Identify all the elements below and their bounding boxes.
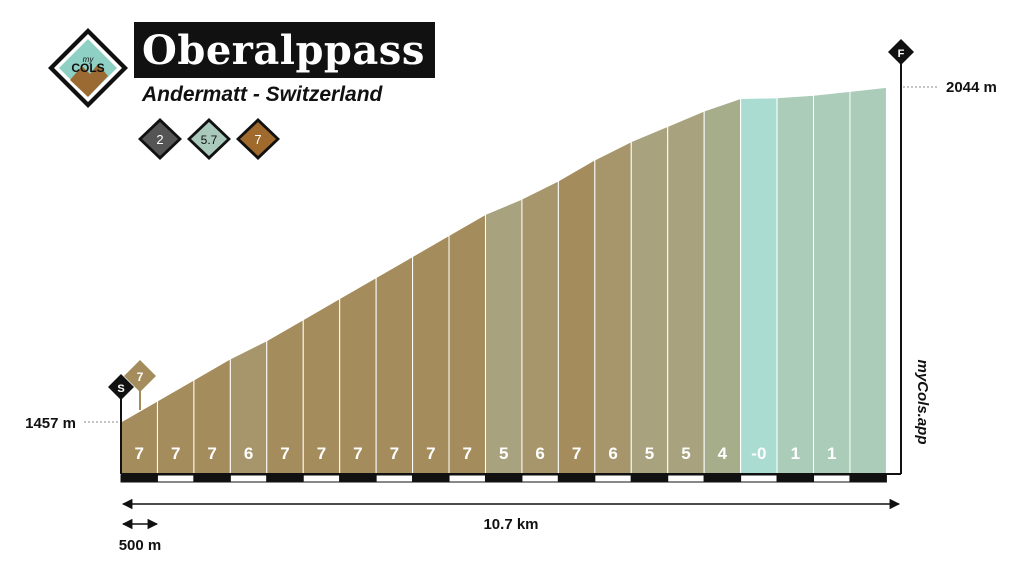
finish-marker (888, 39, 914, 65)
profile-segment-16 (667, 110, 705, 475)
start-marker-letter: S (117, 383, 124, 395)
ruler-block-1 (120, 474, 158, 483)
profile-segment-19 (776, 94, 815, 475)
ruler-block-16 (667, 474, 705, 483)
gradient-label-7: 7 (353, 444, 362, 463)
end-elevation-label: 2044 m (946, 79, 997, 96)
gradient-label-13: 7 (572, 444, 581, 463)
profile-segment-13 (557, 159, 596, 475)
ruler-block-13 (557, 474, 596, 483)
profile-segment-1 (120, 400, 158, 475)
profile-segment-20 (813, 90, 851, 475)
ruler-block-21 (849, 474, 887, 483)
ruler-block-18 (740, 474, 778, 483)
gradient-label-18: -0 (751, 444, 766, 463)
profile-segment-8 (375, 255, 414, 475)
profile-segment-12 (521, 180, 559, 475)
ruler-block-20 (813, 474, 851, 483)
avg-gradient-value: 5.7 (201, 133, 218, 147)
profile-segment-9 (412, 234, 450, 475)
ruler-block-15 (630, 474, 669, 483)
ruler-block-2 (156, 474, 195, 483)
avg-gradient-badge: 5.7 (187, 118, 231, 160)
ruler-block-6 (302, 474, 341, 483)
gradient-label-4: 6 (244, 444, 253, 463)
max-gradient-badge: 7 (236, 118, 280, 160)
ruler-block-10 (448, 474, 486, 483)
ruler-block-17 (703, 474, 742, 483)
gradient-label-11: 5 (499, 444, 508, 463)
profile-segment-11 (484, 198, 523, 475)
gradient-label-14: 6 (608, 444, 617, 463)
gradient-label-6: 7 (317, 444, 326, 463)
gradient-label-9: 7 (426, 444, 435, 463)
subtitle: Andermatt - Switzerland (142, 83, 383, 106)
profile-segment-10 (448, 213, 486, 475)
ruler-block-9 (412, 474, 450, 483)
ruler-block-19 (776, 474, 815, 483)
profile-segment-15 (630, 125, 669, 475)
ruler-block-12 (521, 474, 559, 483)
rating-value: 2 (156, 132, 163, 147)
profile-segment-21 (849, 86, 887, 475)
gradient-label-20: 1 (827, 444, 836, 463)
gradient-label-19: 1 (791, 444, 800, 463)
gradient-label-10: 7 (463, 444, 472, 463)
gradient-labels: 7 7 7 6 7 7 7 7 7 7 5 6 7 6 5 5 4 -0 1 1 (134, 444, 836, 463)
max-gradient-marker-value: 7 (137, 370, 144, 384)
ruler-block-3 (193, 474, 231, 483)
page-title: Oberalppass (134, 22, 435, 78)
max-gradient-value: 7 (254, 132, 261, 147)
start-marker (108, 374, 134, 400)
profile-segment-14 (594, 140, 632, 475)
gradient-label-12: 6 (535, 444, 544, 463)
scale-label: 500 m (119, 537, 162, 554)
ruler-block-14 (594, 474, 632, 483)
mycols-logo: my COLS (48, 28, 128, 108)
profile-segment-18 (740, 97, 778, 475)
title-text: Oberalppass (142, 26, 425, 74)
ruler-block-7 (339, 474, 377, 483)
rating-badge: 2 (138, 118, 182, 160)
logo-text-small: my (83, 55, 95, 64)
gradient-label-1: 7 (134, 444, 143, 463)
start-elevation-label: 1457 m (25, 415, 76, 432)
gradient-label-5: 7 (280, 444, 289, 463)
profile-segment-17 (703, 97, 742, 475)
distance-ruler (120, 474, 887, 483)
profile-segments (120, 86, 887, 475)
finish-marker-letter: F (898, 48, 905, 60)
gradient-label-8: 7 (390, 444, 399, 463)
stat-badges: 2 5.7 7 (138, 118, 280, 160)
logo-text-big: COLS (71, 61, 104, 75)
gradient-label-17: 4 (718, 444, 728, 463)
max-gradient-marker (124, 360, 156, 392)
ruler-block-8 (375, 474, 414, 483)
brand-watermark: myCols.app (914, 359, 931, 444)
total-distance-label: 10.7 km (483, 516, 538, 533)
gradient-label-3: 7 (207, 444, 216, 463)
gradient-label-2: 7 (171, 444, 180, 463)
gradient-label-16: 5 (681, 444, 690, 463)
gradient-label-15: 5 (645, 444, 654, 463)
ruler-block-4 (229, 474, 268, 483)
ruler-block-5 (266, 474, 304, 483)
ruler-block-11 (484, 474, 523, 483)
